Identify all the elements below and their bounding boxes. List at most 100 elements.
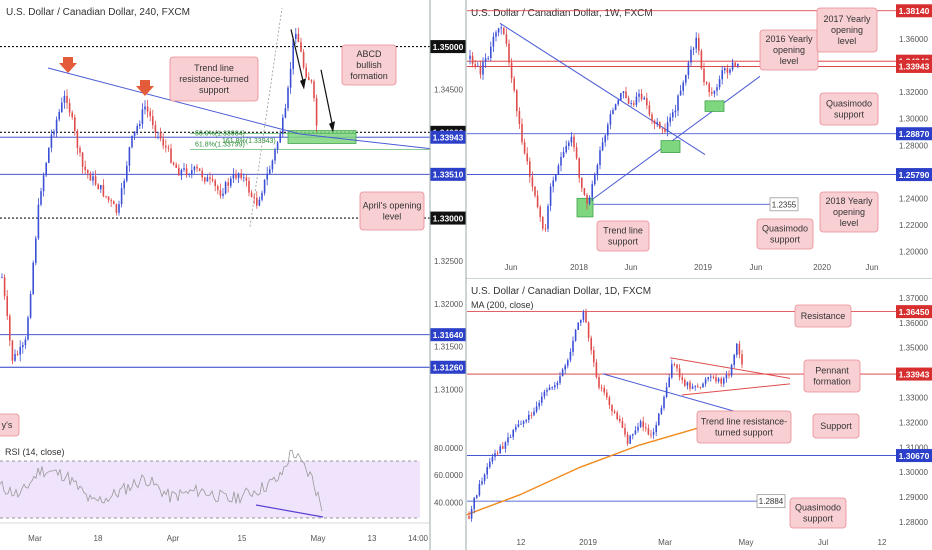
h4-callout-text: y's <box>2 420 13 430</box>
daily-candle <box>541 396 543 403</box>
daily-candle <box>515 426 517 430</box>
h4-buy-zone[interactable] <box>287 130 357 144</box>
weekly-candle <box>586 194 588 204</box>
daily-price-tag <box>896 367 932 381</box>
h4-candle <box>94 176 97 185</box>
h4-candle <box>123 180 125 189</box>
weekly-callout-box[interactable] <box>819 191 879 233</box>
daily-callout-text: Resistance <box>801 311 846 321</box>
h4-candle <box>292 38 294 69</box>
weekly-candle <box>651 114 653 121</box>
daily-candle <box>697 386 699 388</box>
h4-callout-box[interactable] <box>0 413 20 437</box>
h4-candle <box>139 124 141 127</box>
h4-candle <box>3 277 6 297</box>
weekly-candle <box>703 68 705 83</box>
h4-candle <box>240 173 242 179</box>
daily-panel[interactable]: U.S. Dollar / Canadian Dollar, 1D, FXCM … <box>466 279 932 550</box>
h4-candle <box>74 117 76 131</box>
daily-callout-text: support <box>803 514 834 524</box>
weekly-candle <box>614 104 617 111</box>
daily-callout-box[interactable] <box>794 304 852 328</box>
weekly-callout-box[interactable] <box>756 218 814 250</box>
daily-x-tick-label: 12 <box>878 538 887 547</box>
weekly-candle <box>487 58 489 59</box>
weekly-candle <box>588 197 591 204</box>
daily-callout-box[interactable] <box>696 410 792 444</box>
weekly-candle <box>547 205 549 229</box>
weekly-zone[interactable] <box>576 197 594 218</box>
h4-y-tick-label: 1.31500 <box>434 343 463 352</box>
h4-fib-label-1618: 161.8%(1.33943) <box>222 138 276 145</box>
h4-candle <box>310 80 313 82</box>
weekly-trend-line-down <box>499 22 706 155</box>
daily-price-tag <box>896 449 932 463</box>
daily-pennant-lower-line <box>681 383 791 396</box>
h4-candle <box>159 132 162 139</box>
weekly-candle <box>510 62 513 79</box>
weekly-price-tag <box>896 59 932 73</box>
daily-candle <box>478 484 481 496</box>
h4-candle <box>100 185 102 190</box>
daily-level-box-label: 1.2884 <box>759 497 784 506</box>
weekly-callout-box[interactable] <box>816 7 878 53</box>
h4-candle <box>1 277 3 279</box>
daily-candle <box>608 397 611 406</box>
daily-callout-box[interactable] <box>789 497 847 529</box>
weekly-callout-box[interactable] <box>596 220 650 252</box>
weekly-candle <box>536 195 539 208</box>
weekly-callout-text: Quasimodo <box>826 99 872 109</box>
h4-candle <box>185 168 188 175</box>
h4-callout-box[interactable] <box>169 56 259 102</box>
h4-candle <box>250 192 253 197</box>
weekly-candle <box>622 91 625 94</box>
weekly-candle <box>648 105 651 115</box>
daily-candle <box>671 364 673 378</box>
daily-candle <box>639 421 642 427</box>
daily-candle <box>629 435 631 444</box>
weekly-callout-text: Trend line <box>603 226 643 236</box>
weekly-candle <box>685 74 687 83</box>
h4-price-tag <box>430 130 466 144</box>
weekly-candle <box>549 186 552 206</box>
weekly-y-tick-label: 1.32000 <box>899 88 928 97</box>
daily-candle <box>652 432 655 435</box>
rsi-panel[interactable]: RSI (14, close) 80.0000 60.0000 40.0000 <box>0 441 463 523</box>
weekly-callout-text: 2018 Yearly <box>825 196 873 206</box>
weekly-candle <box>570 136 573 143</box>
h4-trend-line-extension <box>299 133 431 150</box>
daily-y-tick-label: 1.36000 <box>899 319 928 328</box>
weekly-candle <box>674 110 677 113</box>
daily-y-tick-label: 1.37000 <box>899 294 928 303</box>
h4-candle <box>16 353 19 355</box>
weekly-x-tick-label: 2020 <box>813 263 831 272</box>
h4-panel[interactable]: U.S. Dollar / Canadian Dollar, 240, FXCM… <box>0 0 466 441</box>
abcd-arrow-head-1 <box>300 78 306 90</box>
weekly-candle <box>479 66 482 75</box>
weekly-candle <box>578 158 580 178</box>
weekly-callout-box[interactable] <box>819 92 879 126</box>
weekly-y-tick-label: 1.22000 <box>899 221 928 230</box>
h4-candle <box>261 193 263 200</box>
h4-candle <box>287 87 289 109</box>
h4-candle <box>81 152 84 167</box>
weekly-zone[interactable] <box>660 140 681 153</box>
daily-callout-box[interactable] <box>812 413 860 439</box>
daily-candle <box>668 377 670 388</box>
weekly-x-tick-label: 2019 <box>694 263 712 272</box>
daily-callout-text: Quasimodo <box>795 503 841 513</box>
abcd-arrow-down-1 <box>290 29 305 86</box>
h4-candle <box>102 185 105 197</box>
weekly-candle <box>508 43 510 63</box>
daily-callout-text: Trend line resistance- <box>701 417 787 427</box>
weekly-zone[interactable] <box>704 100 725 112</box>
h4-callout-box[interactable] <box>359 191 425 231</box>
abcd-arrow-down-2 <box>320 69 334 129</box>
h4-callout-box[interactable] <box>341 44 397 86</box>
h4-candle <box>89 173 92 181</box>
weekly-level-box <box>769 197 799 212</box>
weekly-panel[interactable]: U.S. Dollar / Canadian Dollar, 1W, FXCM … <box>467 0 932 278</box>
daily-callout-box[interactable] <box>803 359 861 393</box>
daily-y-tick-label: 1.31000 <box>899 443 928 452</box>
